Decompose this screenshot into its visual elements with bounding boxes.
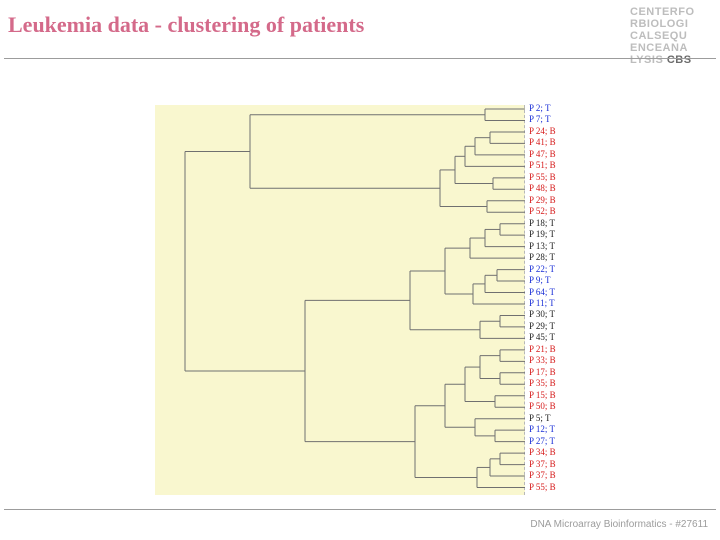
leaf-label: P 22; T xyxy=(529,265,555,274)
leaf-label: P 7; T xyxy=(529,115,551,124)
leaf-label: P 50; B xyxy=(529,402,556,411)
logo-line: ENCEANA xyxy=(630,42,720,54)
leaf-label: P 19; T xyxy=(529,230,555,239)
leaf-label: P 37; B xyxy=(529,471,556,480)
slide: Leukemia data - clustering of patients C… xyxy=(0,0,720,540)
leaf-label: P 64; T xyxy=(529,288,555,297)
leaf-label: P 37; B xyxy=(529,460,556,469)
logo-line: RBIOLOGI xyxy=(630,18,720,30)
leaf-label: P 35; B xyxy=(529,379,556,388)
leaf-label: P 11; T xyxy=(529,299,555,308)
leaf-label: P 47; B xyxy=(529,150,556,159)
page-title: Leukemia data - clustering of patients xyxy=(8,12,364,38)
leaf-label: P 51; B xyxy=(529,161,556,170)
leaf-label: P 28; T xyxy=(529,253,555,262)
logo-line: LYSIS CBS xyxy=(630,54,720,66)
leaf-label: P 18; T xyxy=(529,219,555,228)
divider-top xyxy=(4,58,716,59)
leaf-label: P 52; B xyxy=(529,207,556,216)
dendrogram-chart xyxy=(155,105,525,495)
leaf-label: P 55; B xyxy=(529,173,556,182)
footer-text: DNA Microarray Bioinformatics - #27611 xyxy=(530,519,708,530)
dendrogram-svg xyxy=(155,105,525,495)
leaf-label: P 33; B xyxy=(529,356,556,365)
leaf-label: P 17; B xyxy=(529,368,556,377)
leaf-label: P 12; T xyxy=(529,425,555,434)
leaf-label: P 27; T xyxy=(529,437,555,446)
leaf-label: P 29; B xyxy=(529,196,556,205)
leaf-label: P 45; T xyxy=(529,333,555,342)
logo-line: CENTERFO xyxy=(630,6,720,18)
leaf-label: P 48; B xyxy=(529,184,556,193)
divider-bottom xyxy=(4,509,716,510)
leaf-label: P 9; T xyxy=(529,276,551,285)
logo-line: CALSEQU xyxy=(630,30,720,42)
leaf-label: P 34; B xyxy=(529,448,556,457)
leaf-label: P 5; T xyxy=(529,414,551,423)
leaf-label: P 21; B xyxy=(529,345,556,354)
leaf-label: P 29; T xyxy=(529,322,555,331)
leaf-label: P 15; B xyxy=(529,391,556,400)
leaf-label: P 2; T xyxy=(529,104,551,113)
leaf-label: P 41; B xyxy=(529,138,556,147)
leaf-label: P 24; B xyxy=(529,127,556,136)
leaf-label: P 13; T xyxy=(529,242,555,251)
leaf-label: P 30; T xyxy=(529,310,555,319)
leaf-label: P 55; B xyxy=(529,483,556,492)
